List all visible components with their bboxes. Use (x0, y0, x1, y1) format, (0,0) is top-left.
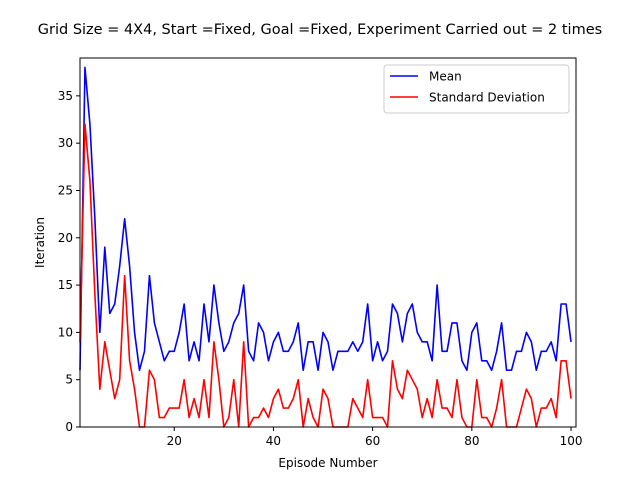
chart-title: Grid Size = 4X4, Start =Fixed, Goal =Fix… (38, 22, 602, 38)
y-tick-label: 20 (58, 231, 73, 245)
legend-box (383, 64, 570, 114)
y-axis-ticks: 0 5 10 15 20 25 30 35 (58, 89, 80, 434)
legend-label-mean: Mean (429, 70, 462, 84)
axes-frame (79, 57, 577, 428)
y-tick-label: 25 (58, 183, 73, 197)
x-tick-label: 100 (560, 434, 583, 448)
x-tick-label: 20 (167, 434, 182, 448)
y-axis-label: Iteration (33, 217, 47, 268)
y-tick-label: 0 (65, 420, 73, 434)
y-tick-label: 10 (58, 325, 73, 339)
y-tick-label: 30 (58, 136, 73, 150)
x-tick-label: 60 (365, 434, 380, 448)
y-tick-label: 35 (58, 89, 73, 103)
series-lines (79, 66, 572, 428)
series-line-standard-deviation (79, 123, 572, 428)
x-tick-label: 40 (266, 434, 281, 448)
x-axis-ticks: 20 40 60 80 100 (167, 427, 583, 448)
x-tick-label: 80 (464, 434, 479, 448)
x-axis-label: Episode Number (278, 456, 377, 470)
y-tick-label: 15 (58, 278, 73, 292)
series-line-mean (79, 66, 572, 372)
legend: Mean Standard Deviation (383, 64, 570, 114)
y-tick-label: 5 (65, 373, 73, 387)
legend-label-standard-deviation: Standard Deviation (429, 91, 545, 105)
